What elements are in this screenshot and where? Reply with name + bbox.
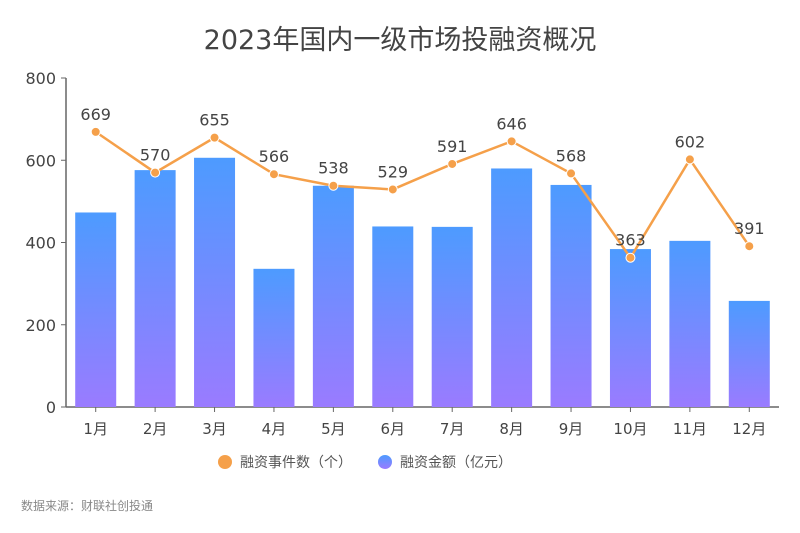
x-tick-label: 10月 [613,420,647,438]
y-tick-label: 0 [46,398,56,417]
bar-amount-4月 [253,268,295,407]
bar-amount-11月 [669,240,711,407]
legend-label-events: 融资事件数（个） [240,455,352,471]
events-point-11月 [684,154,695,165]
events-data-label: 669 [80,105,111,124]
x-tick-label: 9月 [559,420,584,438]
events-point-6月 [387,184,398,195]
source-note: 数据来源：财联社创投通 [21,499,154,513]
legend-item-amount[interactable]: 融资金额（亿元） [378,452,512,472]
x-tick-label: 2月 [143,420,168,438]
events-point-9月 [566,168,577,179]
events-data-label: 529 [378,162,409,181]
events-data-label: 570 [140,146,171,165]
events-data-label: 646 [496,114,527,133]
events-point-2月 [150,167,161,178]
events-point-7月 [447,158,458,169]
events-point-5月 [328,180,339,191]
legend-marker-events [218,455,232,469]
bar-amount-6月 [372,226,414,407]
bar-amount-3月 [194,157,236,407]
events-point-10月 [625,252,636,263]
x-tick-label: 1月 [83,420,108,438]
events-data-label: 602 [675,132,706,151]
chart-title: 2023年国内一级市场投融资概况 [203,25,597,56]
events-point-3月 [209,132,220,143]
legend-label-amount: 融资金额（亿元） [400,455,512,471]
bar-amount-2月 [134,170,176,407]
bar-amount-1月 [75,212,117,407]
events-point-8月 [506,136,517,147]
legend-marker-amount [378,455,392,469]
legend: 融资事件数（个） 融资金额（亿元） [218,452,512,472]
events-data-label: 655 [199,111,230,130]
y-tick-label: 600 [25,151,56,170]
x-tick-label: 11月 [673,420,707,438]
x-tick-label: 5月 [321,420,346,438]
events-line [95,130,751,260]
y-tick-label: 800 [25,69,56,88]
events-data-label: 591 [437,137,468,156]
legend-item-events[interactable]: 融资事件数（个） [218,452,352,472]
bar-amount-10月 [609,249,651,407]
x-tick-label: 4月 [262,420,287,438]
x-tick-label: 7月 [440,420,465,438]
events-data-label: 566 [259,147,290,166]
y-tick-label: 400 [25,234,56,253]
events-point-1月 [90,126,101,137]
bar-amount-8月 [491,168,533,407]
x-tick-label: 6月 [381,420,406,438]
x-tick-label: 3月 [202,420,227,438]
events-data-label: 568 [556,146,587,165]
x-tick-label: 12月 [732,420,766,438]
bar-amount-12月 [728,300,770,407]
events-data-label: 363 [615,231,646,250]
bar-amount-5月 [312,185,354,407]
events-data-label: 391 [734,219,765,238]
events-point-4月 [268,169,279,180]
events-point-12月 [744,241,755,252]
events-data-label: 538 [318,159,349,178]
x-tick-label: 8月 [499,420,524,438]
bar-amount-7月 [431,226,473,407]
y-tick-label: 200 [25,316,56,335]
combo-chart: 0 200 400 600 800 1月 2月 3月 4月 5月 6月 7月 8月 9月 10月 11月 12月… [25,69,779,438]
bar-amount-9月 [550,184,592,407]
